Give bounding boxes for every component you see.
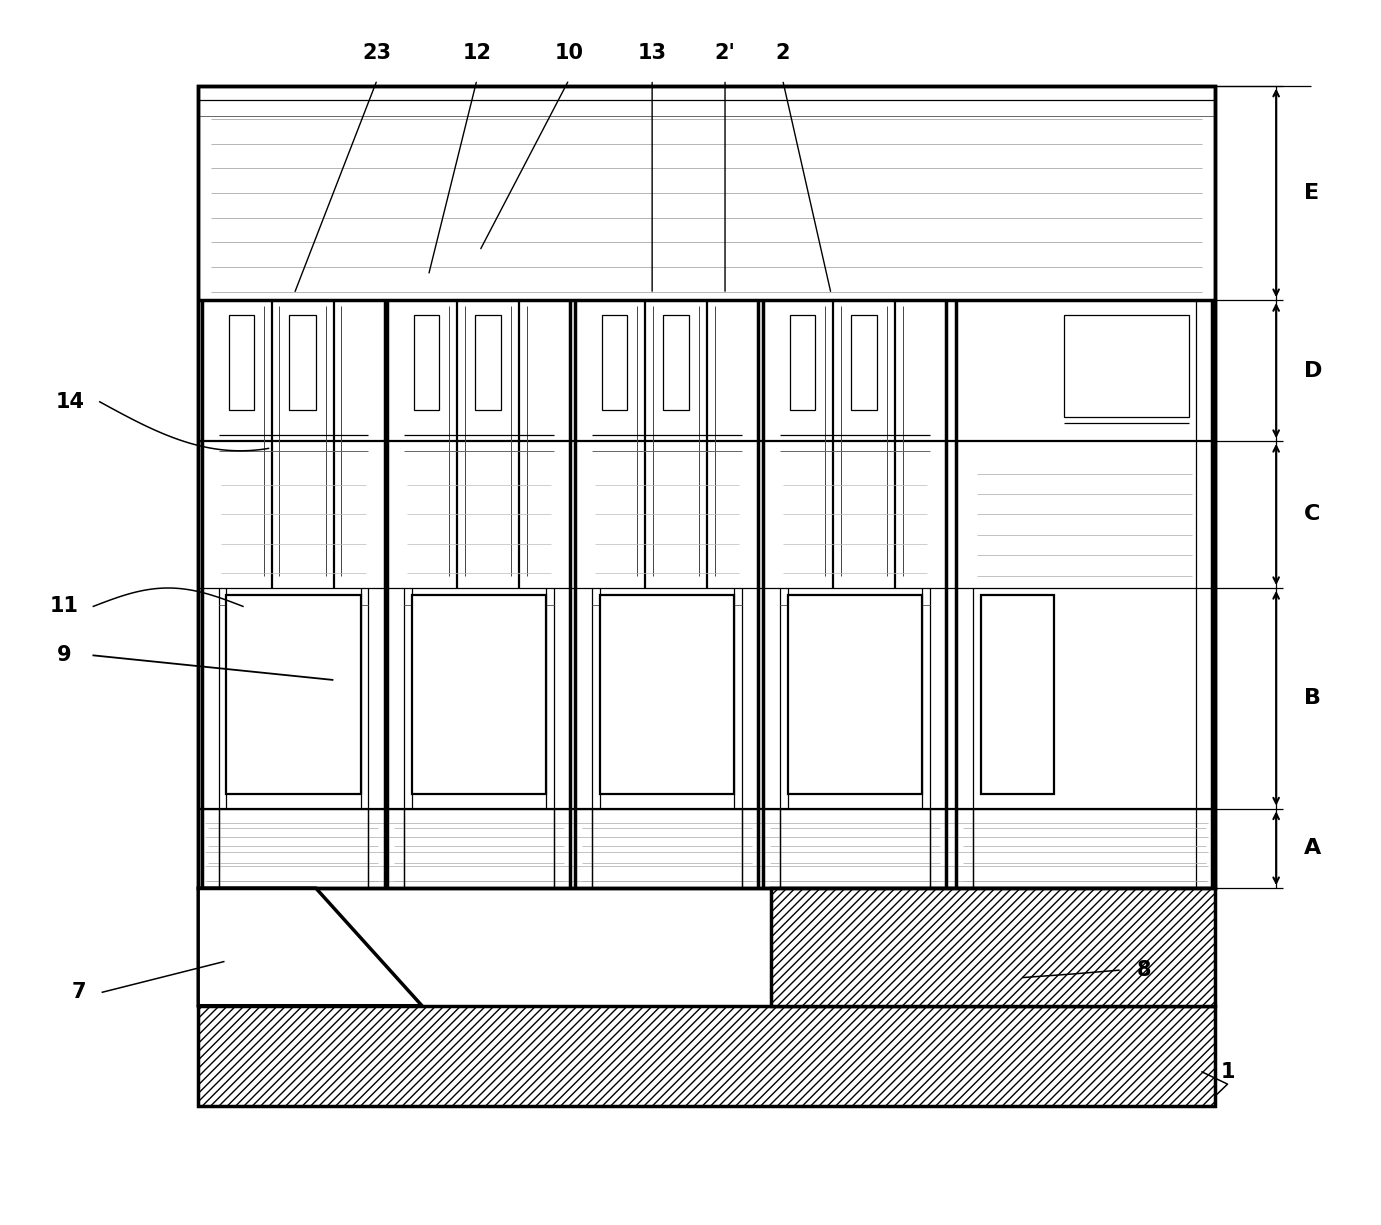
Bar	[199, 86, 1215, 888]
Bar	[599, 595, 733, 794]
Bar	[787, 595, 923, 794]
Text: 23: 23	[363, 43, 392, 62]
Text: C: C	[1304, 505, 1320, 524]
Text: 11: 11	[50, 597, 79, 616]
Text: 13: 13	[638, 43, 667, 62]
Bar	[412, 595, 545, 794]
Bar	[414, 315, 439, 410]
Bar	[1063, 315, 1189, 416]
Text: A: A	[1304, 838, 1322, 859]
Bar	[199, 1006, 1215, 1106]
Bar	[199, 86, 1215, 888]
Text: 10: 10	[555, 43, 584, 62]
Bar	[475, 315, 501, 410]
Bar	[290, 315, 316, 410]
Text: E: E	[1304, 183, 1319, 203]
Text: 9: 9	[57, 646, 72, 665]
Text: 2: 2	[775, 43, 790, 62]
Text: 7: 7	[72, 982, 87, 1002]
Text: 8: 8	[1137, 960, 1152, 980]
Bar	[790, 315, 815, 410]
Text: D: D	[1304, 360, 1323, 381]
Bar	[851, 315, 877, 410]
Bar	[226, 595, 360, 794]
Bar	[663, 315, 689, 410]
Text: 14: 14	[55, 392, 84, 412]
Bar	[229, 315, 254, 410]
Bar	[981, 595, 1054, 794]
Text: 1: 1	[1221, 1062, 1235, 1082]
Bar	[771, 888, 1215, 1006]
Text: B: B	[1304, 688, 1322, 708]
Text: 2': 2'	[714, 43, 736, 62]
Polygon shape	[199, 888, 423, 1006]
Text: 12: 12	[463, 43, 492, 62]
Bar	[602, 315, 627, 410]
